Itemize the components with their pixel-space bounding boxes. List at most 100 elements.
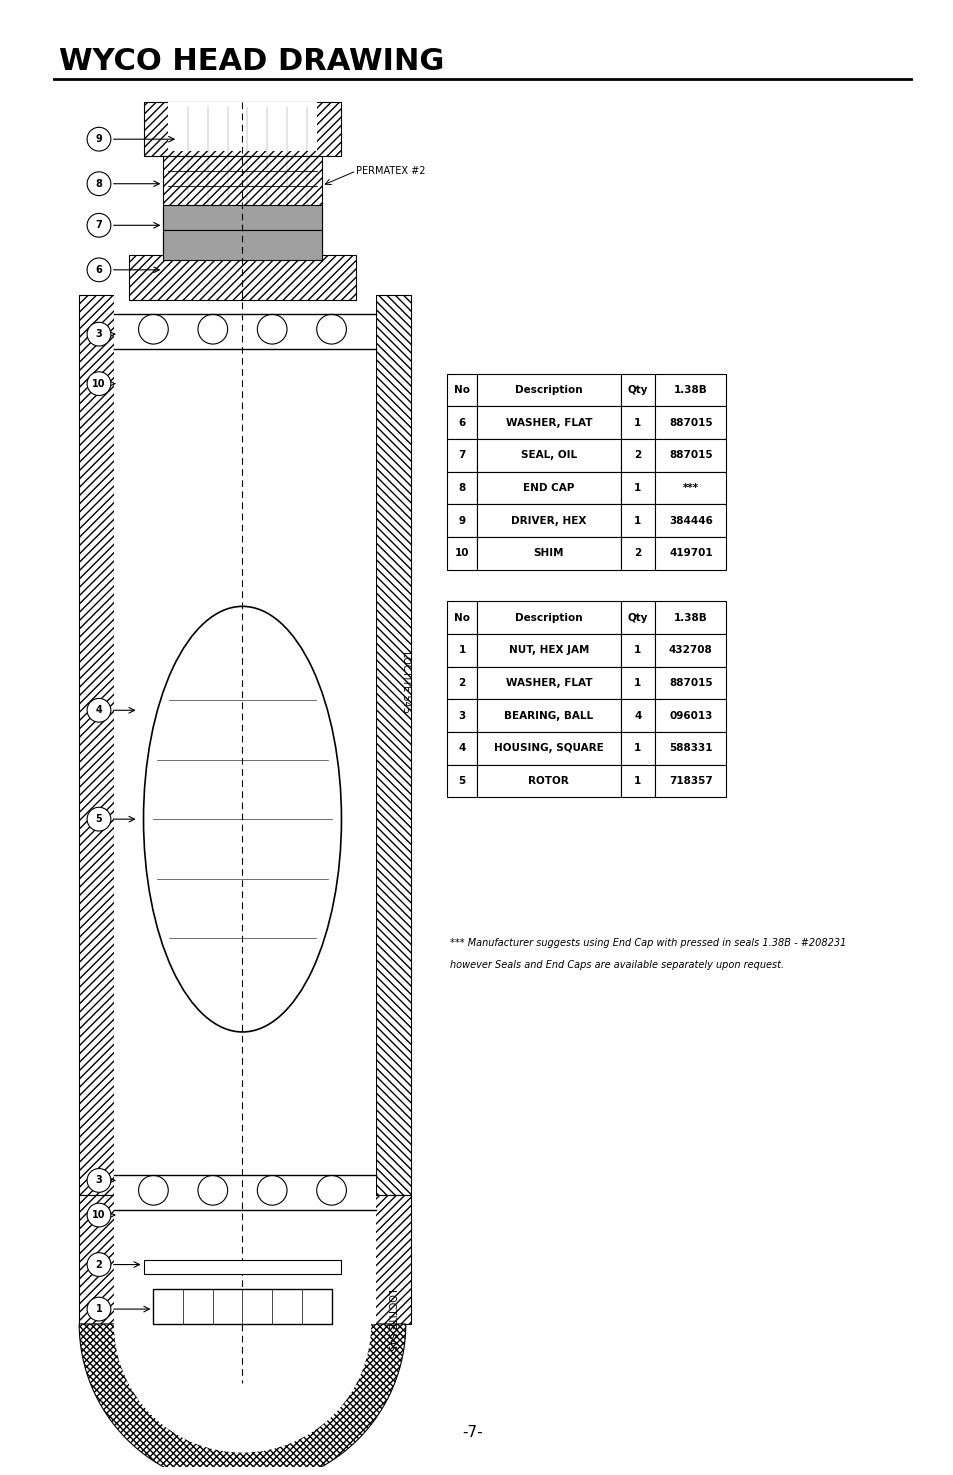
Bar — [447, 537, 476, 569]
Bar — [447, 440, 476, 472]
Text: WYCO HEAD DRAWING: WYCO HEAD DRAWING — [59, 47, 444, 77]
Text: LOCTITE 545: LOCTITE 545 — [400, 650, 411, 712]
Text: 6: 6 — [458, 417, 465, 428]
Text: 1: 1 — [634, 776, 640, 786]
Text: 1.38B: 1.38B — [673, 612, 707, 622]
Bar — [168, 102, 316, 150]
Bar — [655, 667, 726, 699]
Bar — [447, 667, 476, 699]
Bar — [476, 373, 620, 407]
Bar — [476, 667, 620, 699]
Circle shape — [316, 1176, 346, 1205]
Circle shape — [87, 1297, 111, 1322]
Circle shape — [138, 314, 168, 344]
Text: 3: 3 — [95, 1176, 102, 1186]
Text: LOCTITE 545: LOCTITE 545 — [386, 1289, 395, 1351]
Text: -7-: -7- — [461, 1425, 482, 1440]
Polygon shape — [375, 295, 411, 1195]
Text: 10: 10 — [92, 1210, 106, 1220]
Circle shape — [87, 323, 111, 347]
Bar — [447, 764, 476, 798]
Circle shape — [87, 214, 111, 237]
Wedge shape — [113, 1325, 371, 1453]
Bar — [476, 407, 620, 440]
Text: *** Manufacturer suggests using End Cap with pressed in seals 1.38B - #208231: *** Manufacturer suggests using End Cap … — [450, 938, 846, 948]
Text: Qty: Qty — [627, 612, 647, 622]
Text: Description: Description — [515, 385, 582, 395]
Text: 1: 1 — [634, 743, 640, 754]
Polygon shape — [143, 1260, 341, 1274]
Bar — [476, 472, 620, 504]
Bar — [476, 440, 620, 472]
Bar — [620, 407, 655, 440]
Text: 7: 7 — [458, 450, 465, 460]
Bar — [447, 504, 476, 537]
Text: 9: 9 — [95, 134, 102, 145]
Bar — [447, 407, 476, 440]
Text: 1: 1 — [634, 484, 640, 493]
Bar — [620, 732, 655, 764]
Bar — [476, 732, 620, 764]
Circle shape — [257, 1176, 287, 1205]
Text: 1: 1 — [95, 1304, 102, 1314]
Text: ***: *** — [682, 484, 699, 493]
Text: 384446: 384446 — [668, 516, 712, 525]
Bar — [655, 764, 726, 798]
Text: SHIM: SHIM — [533, 549, 563, 559]
Bar — [620, 634, 655, 667]
Text: 5: 5 — [458, 776, 465, 786]
Text: 588331: 588331 — [668, 743, 712, 754]
Polygon shape — [163, 156, 321, 255]
Text: Description: Description — [515, 612, 582, 622]
Bar — [113, 295, 375, 1195]
Circle shape — [257, 314, 287, 344]
Bar — [655, 440, 726, 472]
Wedge shape — [79, 1325, 405, 1475]
Bar — [476, 764, 620, 798]
Circle shape — [87, 1168, 111, 1192]
Circle shape — [87, 807, 111, 830]
Text: 1: 1 — [458, 646, 465, 655]
Bar — [620, 764, 655, 798]
Polygon shape — [163, 205, 321, 230]
Text: 1: 1 — [634, 417, 640, 428]
Text: 8: 8 — [458, 484, 465, 493]
Ellipse shape — [143, 606, 341, 1032]
Bar — [476, 602, 620, 634]
Circle shape — [87, 127, 111, 150]
Bar — [655, 407, 726, 440]
Bar — [447, 472, 476, 504]
Bar — [620, 537, 655, 569]
Text: 2: 2 — [634, 549, 640, 559]
Text: 1: 1 — [634, 646, 640, 655]
Bar — [620, 504, 655, 537]
Bar — [655, 373, 726, 407]
Polygon shape — [143, 102, 341, 156]
Text: 1: 1 — [634, 516, 640, 525]
Polygon shape — [153, 1289, 332, 1325]
Text: 4: 4 — [634, 711, 641, 721]
Text: ROTOR: ROTOR — [528, 776, 569, 786]
Text: SEAL, OIL: SEAL, OIL — [520, 450, 577, 460]
Text: NUT, HEX JAM: NUT, HEX JAM — [508, 646, 588, 655]
Text: PERMATEX #2: PERMATEX #2 — [355, 165, 425, 176]
Text: DRIVER, HEX: DRIVER, HEX — [511, 516, 586, 525]
Bar — [447, 732, 476, 764]
Bar — [476, 699, 620, 732]
Circle shape — [87, 372, 111, 395]
Text: 10: 10 — [455, 549, 469, 559]
Text: 10: 10 — [92, 379, 106, 388]
Bar — [447, 699, 476, 732]
Text: No: No — [454, 612, 470, 622]
Circle shape — [87, 1252, 111, 1276]
Text: BEARING, BALL: BEARING, BALL — [504, 711, 593, 721]
Text: END CAP: END CAP — [522, 484, 574, 493]
Bar — [476, 504, 620, 537]
Text: 6: 6 — [95, 266, 102, 274]
Bar — [620, 699, 655, 732]
Polygon shape — [129, 255, 355, 299]
Circle shape — [316, 314, 346, 344]
Text: 096013: 096013 — [668, 711, 712, 721]
Circle shape — [87, 1204, 111, 1227]
Polygon shape — [79, 295, 113, 1195]
